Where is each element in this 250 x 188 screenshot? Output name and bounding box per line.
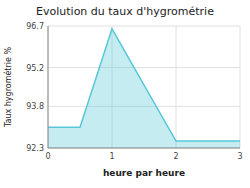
plot-data [48, 29, 240, 148]
y-tick-label: 95.2 [26, 64, 44, 73]
x-tick-label: 3 [237, 152, 242, 161]
grid-line [48, 67, 240, 68]
y-tick-label: 96.7 [26, 22, 44, 31]
grid [48, 26, 240, 148]
title: Evolution du taux d'hygrométrie [36, 5, 214, 18]
y-tick-label: 92.3 [26, 144, 44, 153]
x-tick-label: 2 [173, 152, 178, 161]
chart: 92.3 93.8 95.2 96.7 0 1 2 3 Evolution du taux d'… [0, 0, 250, 188]
grid-line [240, 26, 241, 148]
x-axis-label: heure par heure [103, 168, 185, 178]
area-fill [48, 29, 240, 148]
y-tick-label: 93.8 [26, 102, 44, 111]
area-line [48, 29, 240, 141]
grid-line [176, 26, 177, 148]
grid-line [48, 26, 240, 27]
grid-line [48, 26, 49, 148]
chart-container: 92.3 93.8 95.2 96.7 0 1 2 3 Evolution du taux d'… [0, 0, 250, 188]
grid-line [48, 148, 240, 149]
x-tick-label: 1 [109, 152, 114, 161]
x-tick-label: 0 [45, 152, 50, 161]
y-axis [48, 26, 49, 148]
x-axis [48, 148, 240, 149]
y-axis-label: Taux hygrométrie % [3, 47, 13, 129]
